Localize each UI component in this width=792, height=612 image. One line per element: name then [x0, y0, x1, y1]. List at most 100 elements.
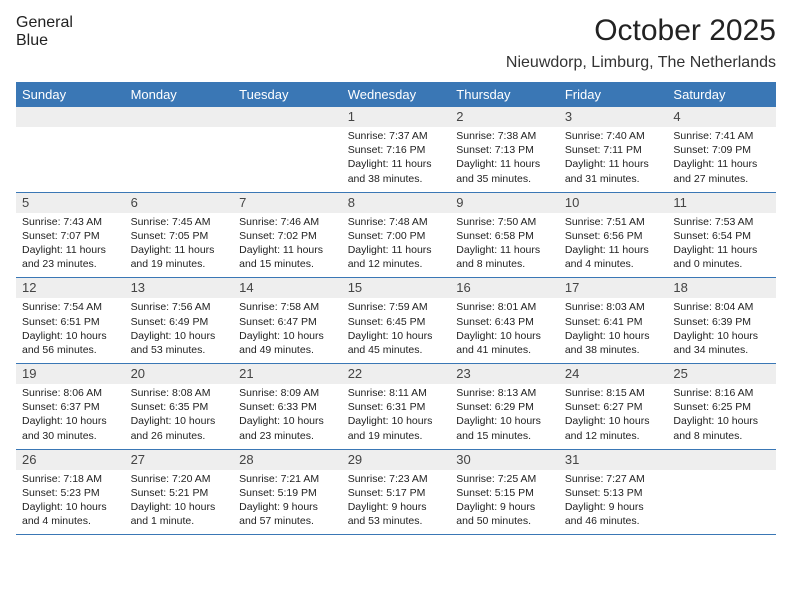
- week-row: 262728293031Sunrise: 7:18 AMSunset: 5:23…: [16, 450, 776, 536]
- daylight-text: Daylight: 10 hours and 53 minutes.: [131, 329, 230, 357]
- day-cell: Sunrise: 8:06 AMSunset: 6:37 PMDaylight:…: [16, 384, 125, 449]
- sunset-text: Sunset: 6:58 PM: [456, 229, 555, 243]
- day-number: 10: [559, 193, 668, 213]
- daylight-text: Daylight: 11 hours and 35 minutes.: [456, 157, 555, 185]
- day-cell: Sunrise: 7:51 AMSunset: 6:56 PMDaylight:…: [559, 213, 668, 278]
- day-number: 12: [16, 278, 125, 298]
- daylight-text: Daylight: 10 hours and 38 minutes.: [565, 329, 664, 357]
- daylight-text: Daylight: 10 hours and 12 minutes.: [565, 414, 664, 442]
- day-number: 28: [233, 450, 342, 470]
- day-cell: Sunrise: 7:53 AMSunset: 6:54 PMDaylight:…: [667, 213, 776, 278]
- sunset-text: Sunset: 5:19 PM: [239, 486, 338, 500]
- day-number: 8: [342, 193, 451, 213]
- day-number: 4: [667, 107, 776, 127]
- day-body-strip: Sunrise: 7:37 AMSunset: 7:16 PMDaylight:…: [16, 127, 776, 192]
- calendar: Sunday Monday Tuesday Wednesday Thursday…: [16, 82, 776, 535]
- sunset-text: Sunset: 6:25 PM: [673, 400, 772, 414]
- day-cell: [16, 127, 125, 192]
- day-cell: Sunrise: 7:54 AMSunset: 6:51 PMDaylight:…: [16, 298, 125, 363]
- day-cell: Sunrise: 8:04 AMSunset: 6:39 PMDaylight:…: [667, 298, 776, 363]
- sunrise-text: Sunrise: 8:15 AM: [565, 386, 664, 400]
- day-number: 15: [342, 278, 451, 298]
- day-number: 19: [16, 364, 125, 384]
- sunset-text: Sunset: 6:39 PM: [673, 315, 772, 329]
- daylight-text: Daylight: 11 hours and 19 minutes.: [131, 243, 230, 271]
- day-cell: Sunrise: 8:01 AMSunset: 6:43 PMDaylight:…: [450, 298, 559, 363]
- sunset-text: Sunset: 6:43 PM: [456, 315, 555, 329]
- day-cell: Sunrise: 7:43 AMSunset: 7:07 PMDaylight:…: [16, 213, 125, 278]
- sunrise-text: Sunrise: 7:18 AM: [22, 472, 121, 486]
- sunrise-text: Sunrise: 7:38 AM: [456, 129, 555, 143]
- day-number-strip: 262728293031: [16, 450, 776, 470]
- day-cell: Sunrise: 7:56 AMSunset: 6:49 PMDaylight:…: [125, 298, 234, 363]
- sunrise-text: Sunrise: 7:59 AM: [348, 300, 447, 314]
- daylight-text: Daylight: 11 hours and 27 minutes.: [673, 157, 772, 185]
- daylight-text: Daylight: 10 hours and 45 minutes.: [348, 329, 447, 357]
- daylight-text: Daylight: 10 hours and 49 minutes.: [239, 329, 338, 357]
- day-number: [667, 450, 776, 470]
- day-cell: Sunrise: 7:45 AMSunset: 7:05 PMDaylight:…: [125, 213, 234, 278]
- sunrise-text: Sunrise: 7:21 AM: [239, 472, 338, 486]
- day-cell: Sunrise: 7:23 AMSunset: 5:17 PMDaylight:…: [342, 470, 451, 535]
- daylight-text: Daylight: 10 hours and 34 minutes.: [673, 329, 772, 357]
- day-number-strip: 1234: [16, 107, 776, 127]
- day-cell: Sunrise: 7:48 AMSunset: 7:00 PMDaylight:…: [342, 213, 451, 278]
- day-cell: Sunrise: 7:58 AMSunset: 6:47 PMDaylight:…: [233, 298, 342, 363]
- header: General Blue October 2025 Nieuwdorp, Lim…: [16, 14, 776, 72]
- dow-thursday: Thursday: [450, 82, 559, 107]
- daylight-text: Daylight: 9 hours and 50 minutes.: [456, 500, 555, 528]
- weeks-container: 1234Sunrise: 7:37 AMSunset: 7:16 PMDayli…: [16, 107, 776, 535]
- sunrise-text: Sunrise: 8:16 AM: [673, 386, 772, 400]
- daylight-text: Daylight: 11 hours and 8 minutes.: [456, 243, 555, 271]
- sunrise-text: Sunrise: 7:46 AM: [239, 215, 338, 229]
- day-cell: Sunrise: 7:20 AMSunset: 5:21 PMDaylight:…: [125, 470, 234, 535]
- daylight-text: Daylight: 10 hours and 1 minute.: [131, 500, 230, 528]
- title-block: October 2025 Nieuwdorp, Limburg, The Net…: [506, 14, 776, 72]
- sunset-text: Sunset: 6:49 PM: [131, 315, 230, 329]
- day-cell: Sunrise: 8:11 AMSunset: 6:31 PMDaylight:…: [342, 384, 451, 449]
- day-number: [16, 107, 125, 127]
- week-row: 567891011Sunrise: 7:43 AMSunset: 7:07 PM…: [16, 193, 776, 279]
- sunset-text: Sunset: 6:51 PM: [22, 315, 121, 329]
- sunrise-text: Sunrise: 8:08 AM: [131, 386, 230, 400]
- sunset-text: Sunset: 6:37 PM: [22, 400, 121, 414]
- sunrise-text: Sunrise: 8:04 AM: [673, 300, 772, 314]
- daylight-text: Daylight: 10 hours and 4 minutes.: [22, 500, 121, 528]
- sunrise-text: Sunrise: 7:48 AM: [348, 215, 447, 229]
- sunrise-text: Sunrise: 8:11 AM: [348, 386, 447, 400]
- daylight-text: Daylight: 10 hours and 30 minutes.: [22, 414, 121, 442]
- day-number: 16: [450, 278, 559, 298]
- day-cell: Sunrise: 8:16 AMSunset: 6:25 PMDaylight:…: [667, 384, 776, 449]
- day-number: 9: [450, 193, 559, 213]
- week-row: 1234Sunrise: 7:37 AMSunset: 7:16 PMDayli…: [16, 107, 776, 193]
- day-cell: Sunrise: 7:38 AMSunset: 7:13 PMDaylight:…: [450, 127, 559, 192]
- sunrise-text: Sunrise: 7:40 AM: [565, 129, 664, 143]
- sunset-text: Sunset: 7:16 PM: [348, 143, 447, 157]
- daylight-text: Daylight: 11 hours and 15 minutes.: [239, 243, 338, 271]
- daylight-text: Daylight: 10 hours and 56 minutes.: [22, 329, 121, 357]
- sunset-text: Sunset: 6:47 PM: [239, 315, 338, 329]
- day-number: 13: [125, 278, 234, 298]
- daylight-text: Daylight: 9 hours and 46 minutes.: [565, 500, 664, 528]
- day-number: 7: [233, 193, 342, 213]
- day-number: 31: [559, 450, 668, 470]
- sunrise-text: Sunrise: 8:01 AM: [456, 300, 555, 314]
- day-cell: Sunrise: 8:15 AMSunset: 6:27 PMDaylight:…: [559, 384, 668, 449]
- day-number: 17: [559, 278, 668, 298]
- daylight-text: Daylight: 10 hours and 26 minutes.: [131, 414, 230, 442]
- day-number: 26: [16, 450, 125, 470]
- day-number: 27: [125, 450, 234, 470]
- day-body-strip: Sunrise: 7:43 AMSunset: 7:07 PMDaylight:…: [16, 213, 776, 278]
- day-number: 18: [667, 278, 776, 298]
- daylight-text: Daylight: 10 hours and 8 minutes.: [673, 414, 772, 442]
- sunrise-text: Sunrise: 8:13 AM: [456, 386, 555, 400]
- sunrise-text: Sunrise: 7:20 AM: [131, 472, 230, 486]
- sunrise-text: Sunrise: 7:27 AM: [565, 472, 664, 486]
- dow-tuesday: Tuesday: [233, 82, 342, 107]
- sunset-text: Sunset: 7:13 PM: [456, 143, 555, 157]
- logo: General Blue: [16, 14, 73, 50]
- sunrise-text: Sunrise: 7:43 AM: [22, 215, 121, 229]
- sunset-text: Sunset: 6:27 PM: [565, 400, 664, 414]
- sunrise-text: Sunrise: 8:06 AM: [22, 386, 121, 400]
- sunset-text: Sunset: 6:33 PM: [239, 400, 338, 414]
